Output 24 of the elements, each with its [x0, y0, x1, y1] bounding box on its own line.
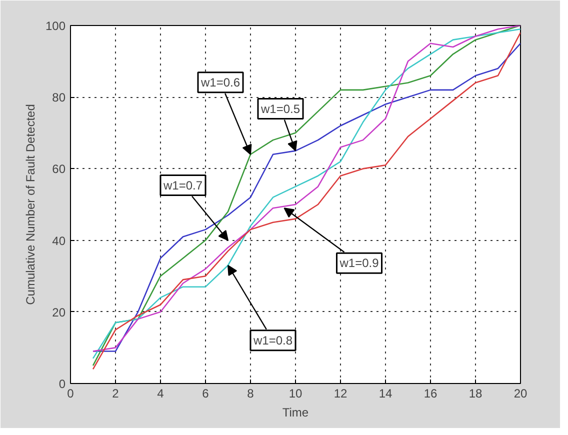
- y-tick-label: 80: [52, 90, 66, 105]
- x-tick-label: 16: [424, 386, 438, 400]
- annotation: w1=0.5: [260, 102, 300, 116]
- x-tick-label: 20: [514, 386, 528, 400]
- x-tick-label: 14: [378, 386, 392, 400]
- annotation: w1=0.6: [200, 75, 240, 90]
- y-axis-title: Cumulative Number of Fault Detected: [23, 104, 38, 305]
- annotation: w1=0.7: [162, 178, 203, 192]
- annotation: w1=0.9: [338, 256, 380, 270]
- x-tick-label: 10: [288, 386, 302, 400]
- x-tick-label: 8: [247, 386, 254, 400]
- y-tick-label: 40: [52, 234, 66, 248]
- x-tick-label: 6: [202, 386, 210, 400]
- x-tick-label: 4: [157, 386, 164, 400]
- y-tick-label: 20: [52, 305, 66, 320]
- annotation: w1=0.8: [252, 333, 293, 348]
- x-tick-label: 2: [112, 386, 120, 400]
- y-tick-label: 0: [58, 377, 66, 391]
- x-tick-label: 18: [468, 386, 482, 400]
- x-tick-label: 0: [67, 386, 74, 400]
- y-tick-label: 100: [45, 19, 66, 33]
- x-axis-title: Time: [282, 406, 309, 420]
- y-tick-label: 60: [52, 162, 66, 176]
- x-tick-label: 12: [334, 386, 348, 400]
